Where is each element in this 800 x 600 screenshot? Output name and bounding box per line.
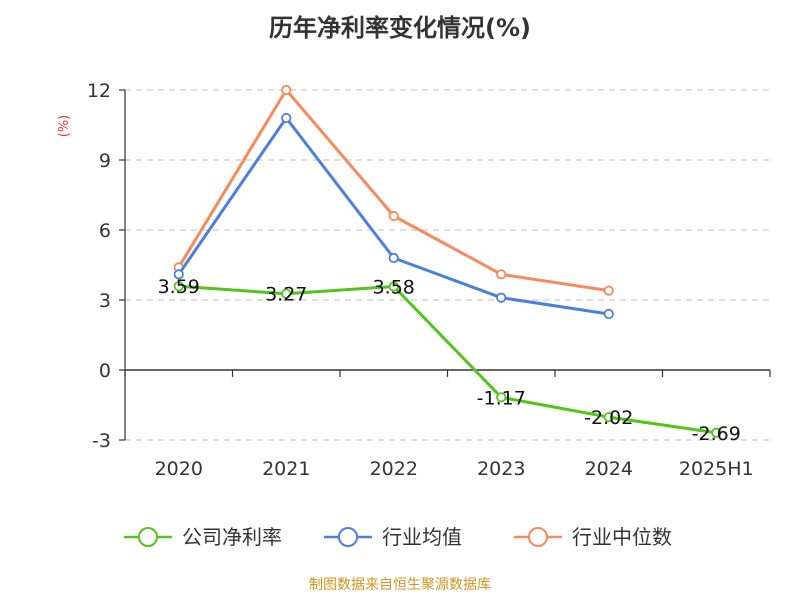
legend-swatch-marker-0 (138, 527, 158, 547)
legend-item-0: 公司净利率 (124, 525, 282, 549)
legend-item-2: 行业中位数 (514, 525, 672, 549)
y-tick-label-3: -3 (92, 430, 111, 452)
x-axis (124, 90, 771, 440)
legend-label-0: 公司净利率 (182, 525, 282, 549)
data-labels: 3.59 3.27 3.58 -1.17 -2.02 -2.69 (158, 276, 741, 445)
series-2-point-2022 (388, 210, 399, 222)
series-0-point-2025h1 (711, 427, 722, 438)
series-0-point-2020 (173, 281, 184, 292)
grid-lines (125, 89, 770, 441)
data-label-2025h1: -2.69 (692, 423, 741, 445)
series-2-point-2023 (496, 269, 507, 280)
y-axis-ticks: -3 0 3 6 9 12 (87, 80, 125, 452)
series-lines (173, 84, 722, 438)
legend: 公司净利率 行业均值 行业中位数 (124, 525, 672, 549)
legend-label-1: 行业均值 (382, 525, 462, 549)
x-tick-label-2020: 2020 (155, 458, 203, 480)
legend-label-2: 行业中位数 (572, 525, 672, 549)
x-tick-label-2023: 2023 (477, 458, 525, 480)
data-label-2023: -1.17 (477, 387, 526, 409)
x-tick-label-2022: 2022 (370, 458, 418, 480)
x-axis-ticks: 2020 2021 2022 2023 2024 2025H1 (155, 458, 754, 480)
series-0-point-2022 (388, 281, 399, 292)
data-label-2022: 3.58 (373, 276, 415, 298)
data-label-2021: 3.27 (265, 284, 307, 306)
series-0-point-2021 (281, 288, 292, 299)
series-2-point-2021 (281, 84, 292, 96)
y-tick-label-12: 12 (87, 80, 111, 102)
y-axis-unit-label: (%) (57, 115, 72, 138)
y-tick-label-9: 9 (99, 150, 111, 172)
legend-item-1: 行业均值 (324, 525, 462, 549)
legend-swatch-marker-1 (338, 527, 358, 547)
series-0-line (178, 284, 717, 435)
series-1 (173, 112, 614, 320)
source-note: 制图数据来自恒生聚源数据库 (309, 577, 491, 593)
series-1-point-2020 (173, 269, 184, 280)
series-2-point-2024 (603, 285, 614, 296)
legend-swatch-marker-2 (528, 527, 548, 547)
chart-title: 历年净利率变化情况(%) (269, 14, 531, 42)
x-tick-label-2024: 2024 (585, 458, 633, 480)
y-tick-label-0: 0 (99, 360, 111, 382)
series-0 (173, 281, 722, 438)
series-1-point-2023 (496, 292, 507, 303)
x-tick-label-2025h1: 2025H1 (679, 458, 754, 480)
series-0-point-2023 (496, 392, 507, 403)
series-2 (173, 84, 614, 296)
data-label-2024: -2.02 (584, 407, 633, 429)
series-1-point-2022 (388, 252, 399, 264)
x-tick-label-2021: 2021 (262, 458, 310, 480)
y-tick-label-6: 6 (99, 220, 111, 242)
series-1-point-2024 (603, 308, 614, 320)
data-label-2020: 3.59 (158, 276, 200, 298)
series-1-point-2021 (281, 112, 292, 124)
y-tick-label-3: 3 (99, 290, 111, 312)
series-0-point-2024 (603, 412, 614, 423)
